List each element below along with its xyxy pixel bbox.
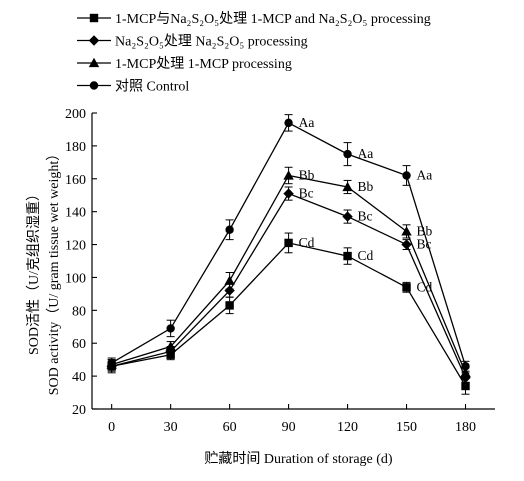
y-tick-label: 80 (72, 304, 86, 319)
data-point-circle (166, 324, 175, 333)
data-point-triangle (342, 181, 353, 192)
x-axis-title: 贮藏时间 Duration of storage (d) (204, 451, 393, 467)
data-point-square (343, 251, 352, 261)
data-point-triangle (283, 170, 294, 180)
data-point-circle (343, 149, 352, 159)
data-point-diamond (342, 211, 353, 222)
y-tick-label: 200 (65, 107, 86, 122)
y-tick-label: 20 (72, 403, 86, 418)
x-tick-label: 150 (396, 420, 417, 435)
x-tick-label: 90 (282, 420, 296, 435)
data-point-diamond (401, 239, 412, 250)
data-point-triangle (460, 367, 471, 377)
significance-label: Aa (299, 115, 315, 130)
y-tick-label: 160 (65, 173, 86, 188)
significance-label: Bb (417, 223, 433, 238)
significance-label: Aa (358, 146, 374, 161)
significance-label: Cd (417, 279, 433, 294)
legend-label: Na₂S₂O₅处理 Na₂S₂O₅ processing (115, 34, 308, 50)
significance-label: Bb (299, 167, 315, 182)
series-triangle (106, 166, 471, 379)
legend-item-triangle: 1-MCP处理 1-MCP processing (77, 56, 292, 72)
x-tick-label: 120 (337, 420, 358, 435)
axes: 0 30 60 90 120 150 180 20 40 60 80 100 120 140 160 180 2… (65, 107, 495, 435)
y-tick-label: 40 (72, 370, 86, 385)
legend-item-square: 1-MCP与Na₂S₂O₅处理 1-MCP and Na₂S₂O₅ proces… (77, 11, 431, 27)
series-square (107, 232, 470, 395)
x-tick-label: 0 (108, 420, 115, 435)
data-point-circle (107, 358, 116, 368)
y-tick-label: 100 (65, 271, 86, 286)
legend-item-circle: 对照 Control (77, 79, 189, 95)
x-tick-label: 60 (223, 420, 237, 435)
data-point-diamond (224, 285, 235, 296)
legend-label: 对照 Control (115, 79, 189, 95)
series-circle (107, 114, 470, 372)
y-tick-label: 140 (65, 206, 86, 221)
legend-marker-square (89, 13, 99, 23)
series-layer (106, 114, 471, 395)
data-point-square (225, 301, 234, 310)
data-point-diamond (283, 188, 294, 199)
data-point-square (461, 381, 470, 391)
significance-label: Bc (358, 209, 373, 224)
data-point-square (284, 238, 293, 248)
y-tick-label: 120 (65, 239, 86, 254)
significance-label: Bc (299, 186, 314, 201)
significance-label: Cd (299, 235, 315, 250)
legend-marker-circle (89, 81, 99, 90)
legend-marker-triangle (88, 57, 100, 68)
legend-label: 1-MCP与Na₂S₂O₅处理 1-MCP and Na₂S₂O₅ proces… (115, 11, 431, 27)
y-tick-label: 180 (65, 140, 86, 155)
x-tick-label: 30 (164, 420, 178, 435)
data-point-triangle (224, 275, 235, 285)
legend-marker-diamond (88, 35, 100, 46)
data-point-circle (461, 362, 470, 371)
y-axis-title-line1: SOD活性（U/克组织湿重） (26, 187, 42, 355)
data-point-triangle (401, 226, 412, 236)
data-point-triangle (165, 341, 176, 351)
significance-label: Bc (417, 237, 432, 252)
data-point-square (402, 283, 411, 292)
series-line (111, 242, 467, 387)
y-axis-title: SOD活性（U/克组织湿重） SOD activity（U/ gram tiss… (26, 147, 62, 395)
y-axis-title-line2: SOD activity（U/ gram tissue wet weight） (46, 147, 62, 395)
data-point-circle (402, 171, 411, 180)
x-tick-label: 180 (455, 420, 476, 435)
significance-label: Bb (358, 179, 374, 194)
y-tick-label: 60 (72, 337, 86, 352)
series-line (111, 192, 467, 379)
data-point-circle (225, 225, 234, 234)
significance-label: Cd (358, 248, 374, 263)
significance-label: Aa (417, 167, 433, 182)
legend: 1-MCP与Na₂S₂O₅处理 1-MCP and Na₂S₂O₅ proces… (77, 11, 431, 95)
data-point-circle (284, 118, 293, 128)
legend-item-diamond: Na₂S₂O₅处理 Na₂S₂O₅ processing (77, 34, 308, 50)
legend-label: 1-MCP处理 1-MCP processing (115, 56, 292, 72)
series-line (111, 174, 467, 374)
